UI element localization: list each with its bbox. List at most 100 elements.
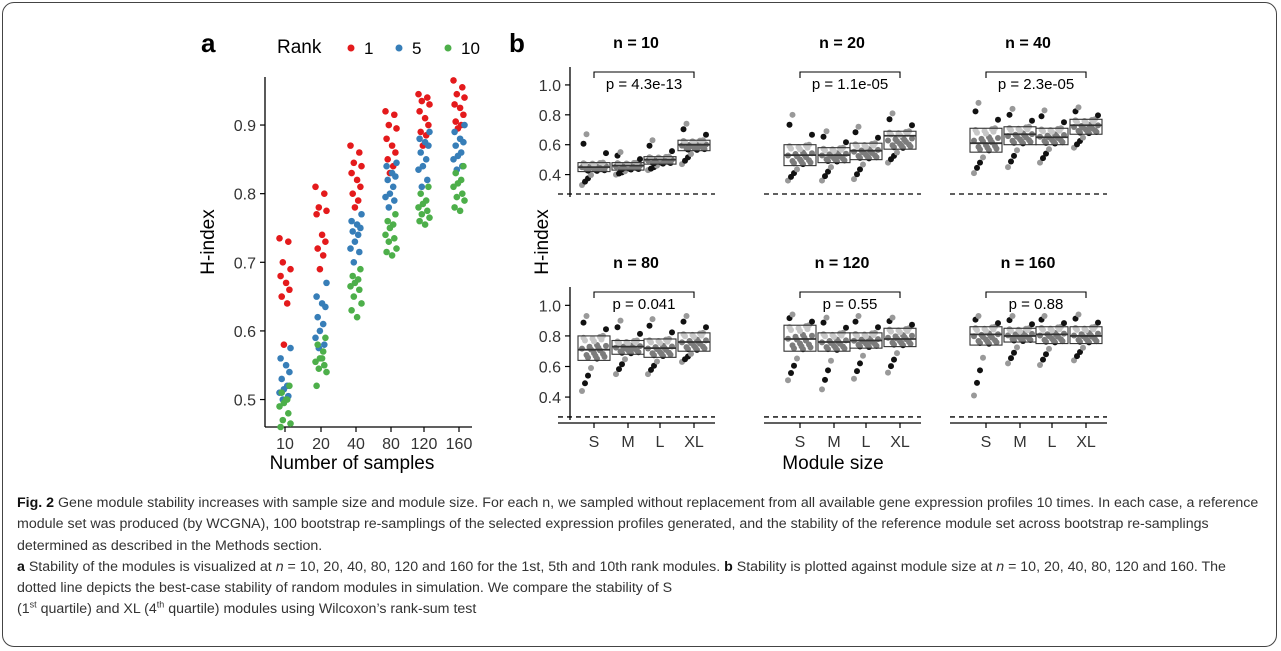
data-point xyxy=(354,231,362,239)
data-point xyxy=(854,143,860,150)
data-point xyxy=(276,403,283,410)
data-point xyxy=(822,376,828,383)
data-point xyxy=(349,228,357,235)
data-point xyxy=(625,340,631,347)
data-point xyxy=(282,279,290,287)
figure-caption: Fig. 2 Gene module stability increases w… xyxy=(17,493,1265,621)
data-point xyxy=(315,365,323,372)
data-point xyxy=(980,354,986,361)
box xyxy=(969,127,1003,153)
facet: n = 20 p = 1.1e-05 xyxy=(764,35,921,195)
data-point xyxy=(583,313,590,320)
data-point xyxy=(807,159,814,166)
data-point xyxy=(1095,112,1101,119)
data-point xyxy=(897,329,903,336)
data-point xyxy=(392,210,399,218)
data-point xyxy=(857,166,863,173)
data-point xyxy=(891,356,897,363)
data-point xyxy=(453,193,461,201)
data-point xyxy=(382,231,389,239)
x-tick-label: S xyxy=(589,434,600,451)
data-point xyxy=(975,99,982,106)
data-point xyxy=(616,340,622,347)
x-tick-label: XL xyxy=(1076,434,1096,451)
data-point xyxy=(603,326,609,333)
data-point xyxy=(648,339,654,346)
data-point xyxy=(888,328,894,335)
data-point xyxy=(797,327,803,334)
x-tick-label: M xyxy=(1013,434,1026,451)
data-point xyxy=(580,319,587,326)
data-point xyxy=(852,129,859,136)
data-point xyxy=(323,279,330,287)
data-point xyxy=(452,142,460,149)
data-point xyxy=(580,140,587,147)
data-point xyxy=(319,252,327,259)
data-point xyxy=(974,164,980,171)
data-point xyxy=(657,340,663,347)
data-point xyxy=(851,176,857,183)
data-point xyxy=(415,90,422,98)
data-point xyxy=(1071,357,1077,364)
data-point xyxy=(356,149,363,156)
data-point xyxy=(909,122,915,129)
data-point xyxy=(277,272,284,280)
data-point xyxy=(351,204,359,211)
data-point xyxy=(1074,353,1080,360)
data-point xyxy=(993,145,1000,152)
data-point xyxy=(313,382,320,390)
data-point xyxy=(1037,159,1043,166)
data-point xyxy=(863,333,869,340)
data-point xyxy=(1029,321,1035,328)
panel-a-ylabel: H-index xyxy=(198,209,219,275)
data-point xyxy=(1083,327,1089,334)
facet-title: n = 80 xyxy=(613,255,659,272)
legend-label: 10 xyxy=(461,39,480,58)
data-point xyxy=(579,387,585,394)
data-point xyxy=(788,327,794,334)
data-point xyxy=(313,210,320,218)
data-point xyxy=(354,197,362,204)
data-point xyxy=(391,234,398,242)
data-point xyxy=(669,329,675,336)
x-tick-label: 10 xyxy=(276,436,294,453)
data-point xyxy=(313,293,320,300)
data-point xyxy=(855,313,862,320)
data-point xyxy=(588,365,594,372)
p-bracket xyxy=(985,291,1087,298)
p-bracket xyxy=(593,71,695,78)
data-point xyxy=(350,159,358,167)
data-point xyxy=(451,128,458,136)
data-point xyxy=(323,368,330,376)
data-point xyxy=(822,173,828,180)
data-point xyxy=(312,358,319,366)
box xyxy=(1003,126,1037,146)
y-tick-label: 0.4 xyxy=(539,390,561,407)
data-point xyxy=(680,318,687,325)
data-point xyxy=(321,190,328,197)
data-point xyxy=(977,367,983,374)
data-point xyxy=(1093,129,1100,136)
data-point xyxy=(603,150,609,157)
data-point xyxy=(287,420,294,427)
data-point xyxy=(353,176,361,184)
p-value-label: p = 2.3e-05 xyxy=(998,76,1074,93)
data-point xyxy=(424,94,431,101)
x-tick-label: XL xyxy=(684,434,704,451)
data-point xyxy=(820,319,827,326)
data-point xyxy=(385,121,393,129)
data-point xyxy=(382,108,389,115)
data-point xyxy=(286,368,293,376)
data-point xyxy=(315,204,323,211)
data-point xyxy=(383,248,390,256)
data-point xyxy=(1093,338,1100,345)
y-tick-label: 0.4 xyxy=(539,168,561,185)
data-point xyxy=(347,245,354,252)
data-point xyxy=(831,148,837,155)
data-point xyxy=(854,171,860,178)
facet-title: n = 20 xyxy=(819,35,865,52)
data-point xyxy=(358,162,365,170)
data-point xyxy=(1014,344,1020,351)
caption-a-n: n xyxy=(275,558,284,575)
x-tick-label: S xyxy=(795,434,806,451)
